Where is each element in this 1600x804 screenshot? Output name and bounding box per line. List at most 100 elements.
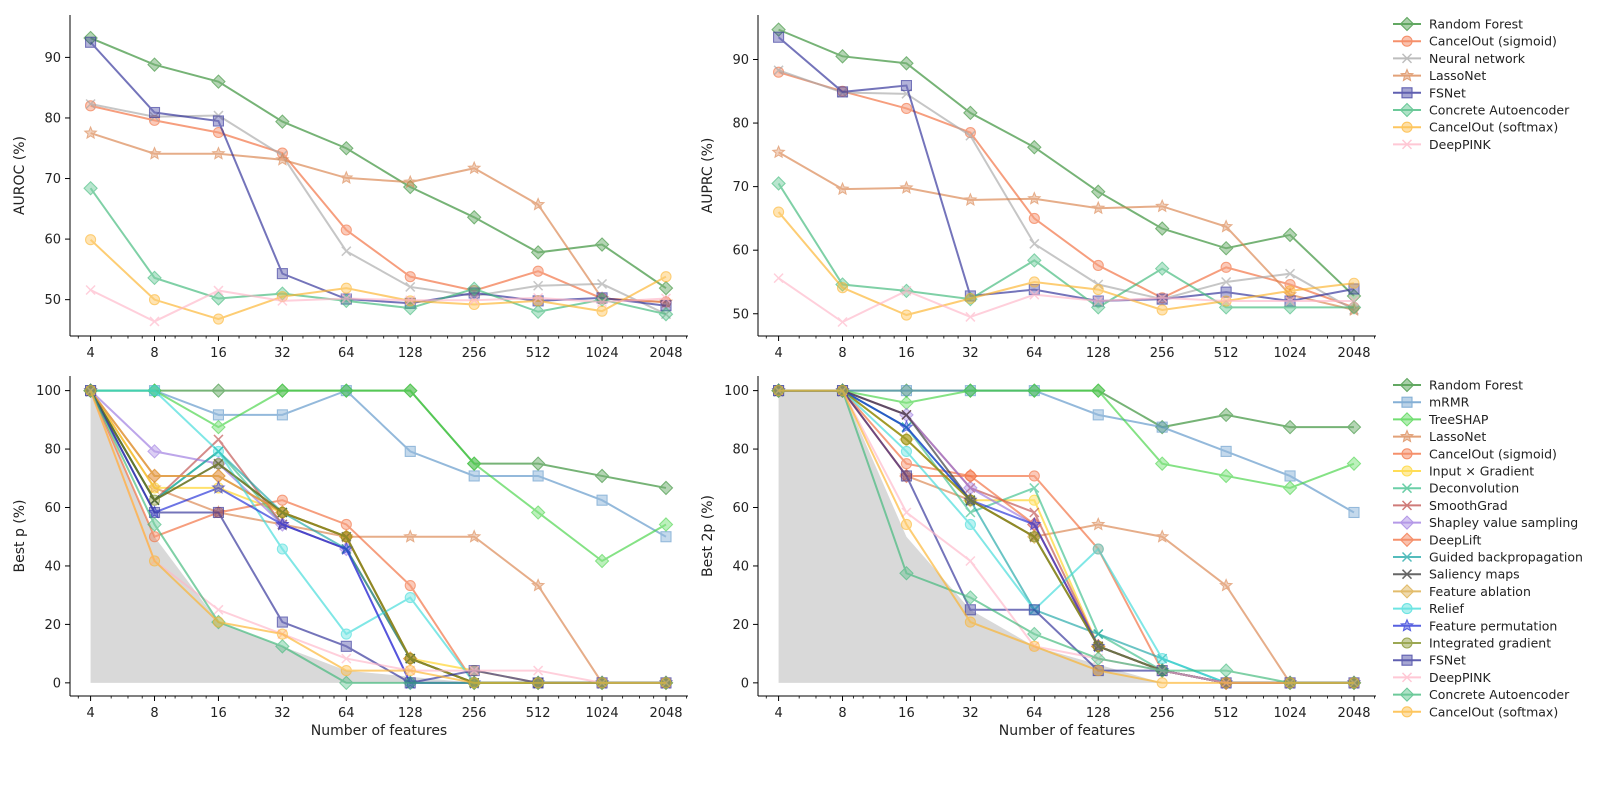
data-point (1090, 184, 1106, 199)
data-point (1092, 543, 1104, 555)
series-line (777, 211, 1355, 317)
data-point (900, 445, 913, 457)
data-point (1029, 289, 1040, 300)
legend-marker (1401, 569, 1413, 580)
data-point (660, 271, 672, 283)
data-point (211, 419, 226, 435)
series-line (90, 132, 667, 304)
data-point (85, 99, 96, 110)
data-point (836, 385, 849, 397)
data-point (85, 385, 97, 397)
data-point (1346, 419, 1362, 435)
data-point (836, 86, 849, 98)
legend-marker (1401, 706, 1413, 718)
x-tick-label: 32 (962, 346, 979, 361)
data-point (1027, 191, 1042, 205)
legend-swatch (1393, 706, 1421, 718)
data-point (900, 433, 913, 445)
legend-swatch (1393, 569, 1421, 580)
data-point (341, 246, 352, 257)
data-point (963, 383, 978, 398)
data-point (213, 604, 224, 615)
data-point (1027, 139, 1042, 155)
y-tick-label: 90 (44, 51, 61, 66)
data-point (276, 506, 288, 519)
data-point (404, 665, 416, 677)
legend-swatch (1393, 16, 1421, 32)
legend-marker (1399, 584, 1415, 599)
series-cancelout-sigmoid- (773, 66, 1360, 313)
data-point (339, 383, 354, 398)
data-point (466, 281, 482, 297)
legend-swatch (1393, 412, 1421, 427)
legend-label: Feature ablation (1429, 584, 1531, 599)
data-point (1156, 304, 1168, 316)
data-point (773, 273, 784, 284)
legend-swatch (1393, 551, 1421, 563)
x-tick-label: 32 (274, 706, 291, 721)
legend-label: CancelOut (softmax) (1429, 704, 1558, 719)
data-point (1157, 292, 1168, 303)
legend-label: Guided backpropagation (1429, 550, 1583, 565)
data-point (1156, 653, 1168, 665)
data-point (340, 282, 352, 294)
data-point (85, 234, 97, 246)
series-neural-network (773, 65, 1360, 315)
data-point (1284, 470, 1296, 482)
legend-label: TreeSHAP (1428, 412, 1489, 427)
legend-swatch (1393, 515, 1421, 530)
legend-marker (1399, 377, 1415, 393)
y-tick-label: 0 (741, 676, 749, 691)
data-point (466, 210, 482, 225)
series-cancelout-softmax- (773, 206, 1360, 321)
data-point (901, 285, 912, 296)
data-point (531, 578, 546, 592)
data-point (1090, 651, 1106, 666)
data-point (1284, 677, 1296, 689)
y-tick-label: 80 (732, 443, 749, 458)
data-point (405, 295, 416, 306)
legend-swatch (1393, 377, 1421, 393)
data-point (965, 130, 976, 141)
legend-swatch (1393, 532, 1421, 548)
data-point (532, 265, 544, 277)
data-point (660, 677, 672, 689)
legend-label: Deconvolution (1429, 481, 1519, 496)
x-tick-label: 1024 (586, 706, 619, 721)
data-point (594, 468, 610, 484)
legend-marker (1399, 687, 1415, 702)
legend-marker (1401, 53, 1413, 64)
data-point (1285, 268, 1296, 279)
x-tick-label: 64 (338, 346, 355, 361)
series-line (778, 71, 1355, 309)
legend-swatch (1393, 121, 1421, 133)
legend: Random Forest CancelOut (sigmoid) Neural n… (1393, 17, 1570, 152)
legend-swatch (1393, 429, 1421, 443)
series-line (778, 151, 1355, 311)
y-axis-label: AUPRC (%) (700, 138, 716, 214)
data-point (773, 206, 785, 218)
data-point (276, 494, 288, 506)
legend-label: DeepPINK (1429, 670, 1492, 685)
x-tick-label: 4 (774, 346, 782, 361)
legend-label: Integrated gradient (1429, 636, 1551, 651)
x-tick-label: 64 (1026, 346, 1043, 361)
x-tick-label: 32 (274, 346, 291, 361)
data-point (340, 518, 352, 531)
data-point (149, 316, 160, 327)
data-point (148, 385, 161, 397)
legend-swatch (1393, 139, 1421, 150)
data-point (148, 294, 161, 306)
y-tick-label: 20 (44, 618, 61, 633)
data-point (466, 456, 482, 471)
legend-swatch (1393, 35, 1421, 47)
data-point (402, 383, 418, 398)
legend-marker (1401, 465, 1413, 477)
x-tick-label: 512 (526, 706, 551, 721)
data-point (1221, 276, 1232, 288)
data-point (533, 665, 544, 676)
data-point (899, 180, 914, 194)
data-point (340, 531, 352, 543)
data-point (1090, 383, 1106, 398)
data-point (900, 80, 913, 92)
